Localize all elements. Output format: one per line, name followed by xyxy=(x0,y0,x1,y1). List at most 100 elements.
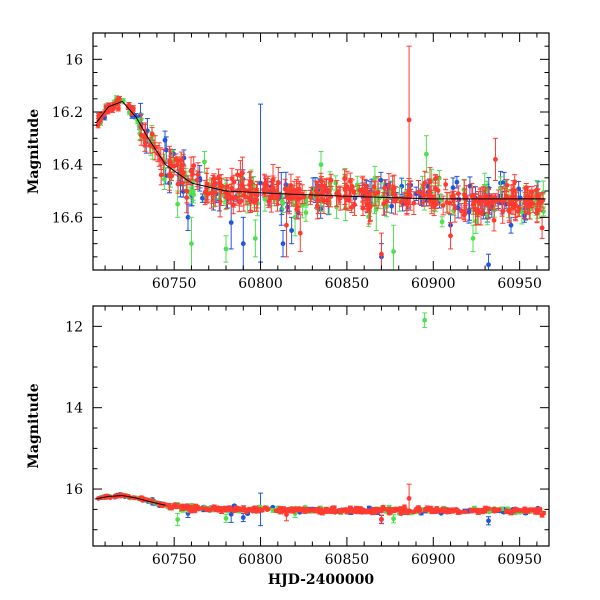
point-red xyxy=(275,166,281,198)
point-red xyxy=(188,156,194,186)
point-red xyxy=(346,507,352,513)
point-red xyxy=(149,127,155,141)
y-tick-label: 16 xyxy=(65,52,83,68)
point-red xyxy=(325,194,331,208)
point-red xyxy=(173,504,179,510)
x-tick-label: 60950 xyxy=(497,276,542,292)
outlier-point-blue xyxy=(240,512,246,523)
point-red xyxy=(449,507,455,514)
outlier-point-red xyxy=(448,222,454,250)
point-red xyxy=(287,507,293,514)
point-red xyxy=(239,172,245,197)
point-red xyxy=(530,194,536,213)
point-red xyxy=(366,508,372,514)
x-tick-label: 60750 xyxy=(152,552,197,568)
y-tick-label: 16.4 xyxy=(52,158,83,174)
point-red xyxy=(228,507,234,512)
outlier-point-green xyxy=(423,135,429,174)
point-red xyxy=(321,187,327,214)
point-red xyxy=(534,507,540,513)
outlier-point-blue xyxy=(486,516,492,526)
point-red xyxy=(293,188,299,205)
point-red xyxy=(195,162,201,188)
point-red xyxy=(422,170,428,196)
point-red xyxy=(398,196,404,207)
point-red xyxy=(199,505,205,511)
outlier-point-green xyxy=(188,216,194,270)
point-red xyxy=(115,105,121,112)
x-tick-label: 60750 xyxy=(152,276,197,292)
y-tick-label: 12 xyxy=(65,319,83,335)
outlier-point-red xyxy=(297,214,303,253)
x-tick-label: 60900 xyxy=(411,276,456,292)
point-red xyxy=(287,183,293,215)
point-red xyxy=(229,167,235,190)
point-blue xyxy=(162,130,168,150)
point-red xyxy=(265,506,271,512)
point-red xyxy=(328,173,334,187)
x-tick-label: 60800 xyxy=(238,552,283,568)
point-blue xyxy=(399,177,405,195)
point-red xyxy=(329,505,335,511)
point-red xyxy=(529,185,535,199)
point-red xyxy=(458,203,464,219)
point-red xyxy=(391,174,397,202)
y-axis-title: Magnitude xyxy=(26,109,42,194)
point-green xyxy=(303,203,309,222)
x-tick-label: 60800 xyxy=(238,276,283,292)
point-red xyxy=(380,504,386,510)
point-red xyxy=(213,506,219,513)
point-red xyxy=(111,104,117,111)
point-red xyxy=(186,504,192,510)
point-red xyxy=(353,507,359,513)
point-red xyxy=(316,507,322,514)
point-red xyxy=(313,180,319,201)
plot-area xyxy=(94,45,546,270)
point-red xyxy=(384,189,390,213)
point-red xyxy=(510,180,516,201)
y-tick-label: 16.2 xyxy=(52,105,83,121)
point-red xyxy=(241,506,247,512)
y-axis-title: Magnitude xyxy=(26,383,42,468)
point-red xyxy=(339,508,345,514)
top-panel: 60750 60800 60850 60900 60950 16 16.2 16.4 16.6 M… xyxy=(26,32,550,292)
point-red xyxy=(534,196,540,224)
point-red xyxy=(394,193,400,204)
outlier-point-green xyxy=(175,512,181,527)
point-red xyxy=(116,96,122,103)
point-red xyxy=(192,507,198,514)
x-tick-label: 60850 xyxy=(325,276,370,292)
point-red xyxy=(374,507,380,514)
point-red xyxy=(426,178,432,207)
point-red xyxy=(483,187,489,207)
outlier-point-green xyxy=(391,224,397,270)
point-green xyxy=(499,506,505,512)
point-red xyxy=(482,505,488,512)
point-red xyxy=(527,507,533,513)
point-red xyxy=(271,177,277,204)
point-red xyxy=(402,509,408,514)
outlier-point-green xyxy=(422,312,428,329)
point-red xyxy=(226,184,232,205)
outlier-point-red xyxy=(378,514,384,524)
point-red xyxy=(415,180,421,205)
point-red xyxy=(488,197,494,210)
point-red xyxy=(441,506,447,513)
outlier-point-green xyxy=(252,219,258,258)
point-red xyxy=(381,179,387,197)
point-red xyxy=(522,506,528,512)
point-red xyxy=(371,180,377,193)
point-red xyxy=(443,178,449,191)
model-curve xyxy=(94,495,166,506)
point-red xyxy=(268,181,274,213)
point-red xyxy=(516,200,522,217)
point-red xyxy=(304,508,310,514)
point-red xyxy=(266,194,272,209)
series-green xyxy=(98,312,542,527)
outlier-point-blue xyxy=(280,230,286,258)
point-red xyxy=(455,510,461,515)
point-red xyxy=(236,192,242,213)
outlier-point-blue xyxy=(486,253,492,270)
point-red xyxy=(318,172,324,200)
point-red xyxy=(411,191,417,215)
